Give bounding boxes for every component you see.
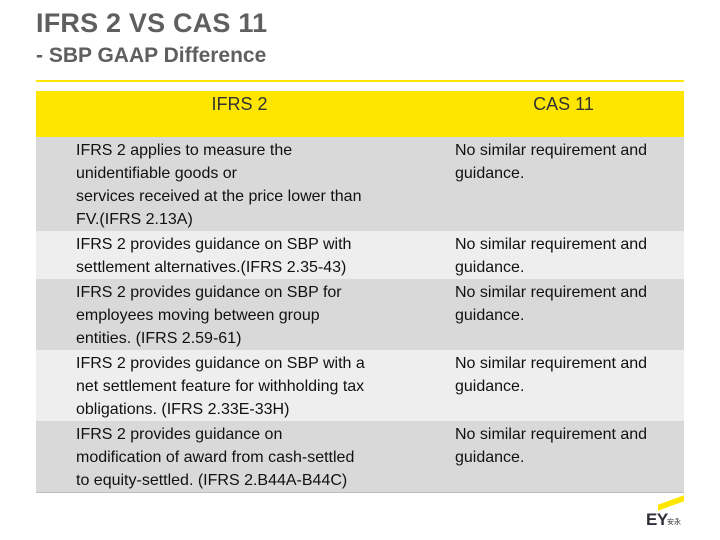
footer-divider: [36, 492, 684, 493]
ifrs-cell: IFRS 2 provides guidance on SBP for empl…: [36, 279, 443, 350]
ifrs-cell-line: unidentifiable goods or: [76, 165, 238, 182]
cas-cell: No similar requirement and guidance.: [443, 137, 684, 231]
table-row: IFRS 2 applies to measure the unidentifi…: [36, 137, 684, 231]
ifrs-cell-line: settlement alternatives.(IFRS 2.35-43): [76, 259, 347, 276]
title-underline: [36, 80, 684, 82]
table-row: IFRS 2 provides guidance on modification…: [36, 421, 684, 492]
ifrs-cell-line: employees moving between group: [76, 307, 320, 324]
ifrs-cell-line: modification of award from cash-settled: [76, 449, 355, 466]
ifrs-cell-line: net settlement feature for withholding t…: [76, 378, 365, 395]
table-row: IFRS 2 provides guidance on SBP with set…: [36, 231, 684, 279]
ifrs-cell-line: to equity-settled. (IFRS 2.B44A-B44C): [76, 472, 348, 489]
ifrs-cell-line: IFRS 2 provides guidance on SBP with: [76, 236, 352, 253]
ifrs-cell-line: FV.(IFRS 2.13A): [76, 211, 193, 228]
ifrs-cell: IFRS 2 applies to measure the unidentifi…: [36, 137, 443, 231]
slide-title: IFRS 2 VS CAS 11 - SBP GAAP Difference: [36, 8, 268, 67]
ey-logo-chinese: 安永: [667, 519, 681, 526]
ifrs-cell: IFRS 2 provides guidance on modification…: [36, 421, 443, 492]
ifrs-cell-line: IFRS 2 provides guidance on SBP for: [76, 284, 342, 301]
cas-cell: No similar requirement and guidance.: [443, 350, 684, 421]
ifrs-cell: IFRS 2 provides guidance on SBP with set…: [36, 231, 443, 279]
header-ifrs2: IFRS 2: [36, 91, 443, 137]
ey-logo-beam: [658, 495, 684, 511]
table-header-row: IFRS 2 CAS 11: [36, 91, 684, 137]
table-row: IFRS 2 provides guidance on SBP with a n…: [36, 350, 684, 421]
cas-cell: No similar requirement and guidance.: [443, 231, 684, 279]
ifrs-cell-line: IFRS 2 provides guidance on: [76, 426, 283, 443]
ifrs-cell-line: services received at the price lower tha…: [76, 188, 362, 205]
ifrs-cell-line: IFRS 2 applies to measure the: [76, 142, 293, 159]
cas-cell: No similar requirement and guidance.: [443, 279, 684, 350]
title-line-1: IFRS 2 VS CAS 11: [36, 8, 268, 38]
comparison-table: IFRS 2 CAS 11 IFRS 2 applies to measure …: [36, 91, 684, 492]
ey-logo: EY 安永: [646, 495, 686, 532]
ifrs-cell-line: entities. (IFRS 2.59-61): [76, 330, 242, 347]
ifrs-cell-line: obligations. (IFRS 2.33E-33H): [76, 401, 290, 418]
ifrs-cell: IFRS 2 provides guidance on SBP with a n…: [36, 350, 443, 421]
title-line-2: - SBP GAAP Difference: [36, 44, 267, 67]
header-cas11: CAS 11: [443, 91, 684, 137]
ey-logo-text: EY: [646, 510, 668, 529]
ifrs-cell-line: IFRS 2 provides guidance on SBP with a: [76, 355, 365, 372]
cas-cell: No similar requirement and guidance.: [443, 421, 684, 492]
table-row: IFRS 2 provides guidance on SBP for empl…: [36, 279, 684, 350]
